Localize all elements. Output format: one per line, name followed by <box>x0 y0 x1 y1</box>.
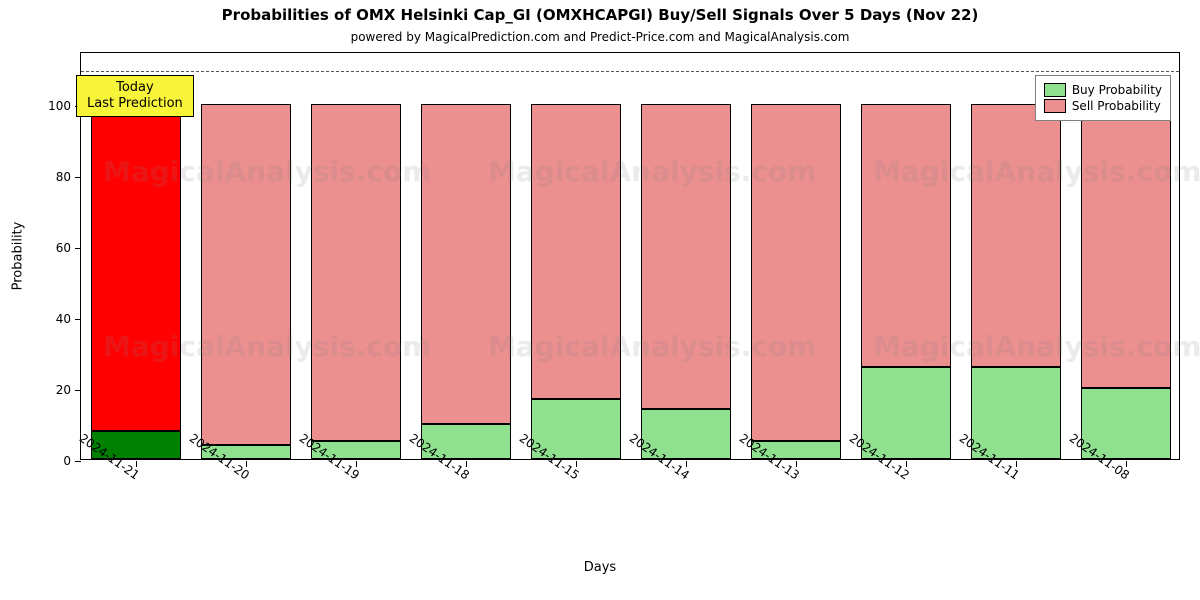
y-tick-label: 20 <box>56 383 81 397</box>
legend-swatch-buy <box>1044 83 1066 97</box>
legend-label-sell: Sell Probability <box>1072 99 1161 113</box>
x-axis-label: Days <box>0 560 1200 575</box>
chart-title: Probabilities of OMX Helsinki Cap_GI (OM… <box>0 6 1200 24</box>
y-tick-label: 80 <box>56 170 81 184</box>
top-reference-line <box>81 71 1179 72</box>
chart-subtitle: powered by MagicalPrediction.com and Pre… <box>0 30 1200 44</box>
y-tick-label: 0 <box>63 454 81 468</box>
plot-area: MagicalAnalysis.com MagicalAnalysis.com Ma… <box>80 52 1180 460</box>
watermark-text: MagicalAnalysis.com <box>103 155 431 188</box>
watermark-text: MagicalAnalysis.com <box>488 330 816 363</box>
watermark-text: MagicalAnalysis.com <box>488 155 816 188</box>
watermark-text: MagicalAnalysis.com <box>873 155 1200 188</box>
y-tick-label: 40 <box>56 312 81 326</box>
legend-item-sell: Sell Probability <box>1044 99 1162 113</box>
legend-swatch-sell <box>1044 99 1066 113</box>
today-line1: Today <box>87 80 183 96</box>
watermark-layer: MagicalAnalysis.com MagicalAnalysis.com Ma… <box>81 53 1179 459</box>
watermark-text: MagicalAnalysis.com <box>103 330 431 363</box>
watermark-text: MagicalAnalysis.com <box>873 330 1200 363</box>
legend-label-buy: Buy Probability <box>1072 83 1162 97</box>
y-tick-label: 60 <box>56 241 81 255</box>
today-line2: Last Prediction <box>87 96 183 112</box>
y-axis-label: Probability <box>11 222 26 291</box>
figure: Probabilities of OMX Helsinki Cap_GI (OM… <box>0 0 1200 600</box>
today-annotation: Today Last Prediction <box>76 75 194 118</box>
legend: Buy Probability Sell Probability <box>1035 75 1171 121</box>
legend-item-buy: Buy Probability <box>1044 83 1162 97</box>
